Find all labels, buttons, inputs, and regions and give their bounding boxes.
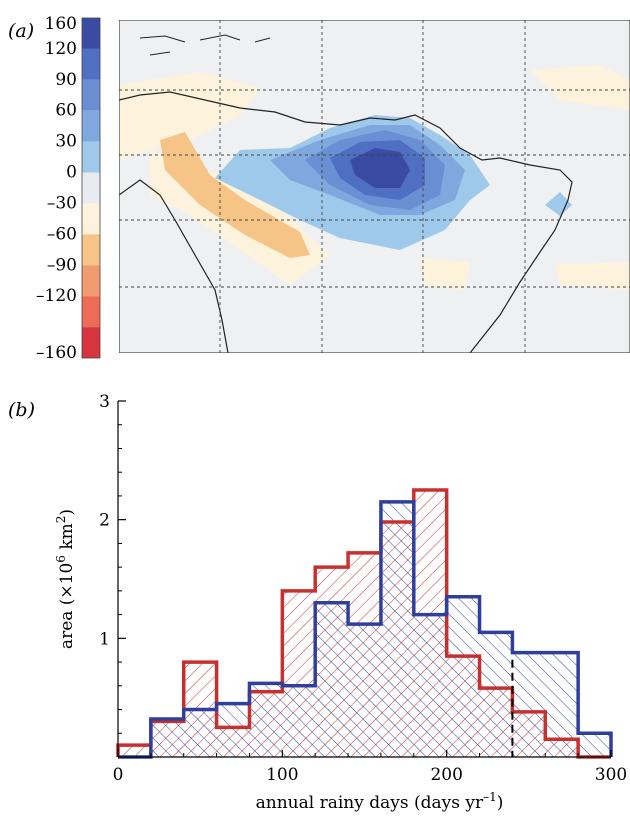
colorbar-swatch: [82, 110, 100, 142]
colorbar-swatch: [82, 327, 100, 358]
histogram: 1 2 3 0 100 200 300 annual rainy days (days yr–…: [54, 392, 627, 813]
panel-a-label: (a): [8, 20, 34, 42]
map-negative-weak-region-5: [420, 258, 470, 290]
anomaly-map: [119, 20, 630, 353]
panel-b: (b) 1 2 3 0 100 200 300 annual rainy days (days…: [8, 392, 627, 813]
colorbar-tick-label: 30: [55, 132, 77, 152]
x-tick-label: 100: [266, 765, 298, 785]
x-tick-label: 300: [595, 765, 627, 785]
histogram-bar-series-2: [512, 652, 546, 757]
histogram-bar-series-2: [545, 652, 579, 757]
map-positive-region-30b: [545, 192, 572, 216]
colorbar-swatch: [82, 48, 100, 80]
x-tick-label: 0: [113, 765, 124, 785]
colorbar-swatch: [82, 18, 100, 49]
panel-a: (a) 160 120 90 60 30 0 –30 –60 –90 –120 –160: [8, 14, 630, 363]
map-gridlines: [119, 20, 630, 353]
x-tick-label: 200: [430, 765, 462, 785]
colorbar-tick-label: –120: [36, 286, 77, 306]
histogram-bar-series-2: [150, 719, 184, 757]
histogram-bar-series-2: [578, 733, 611, 757]
histogram-bar-series-2: [348, 624, 381, 757]
map-negative-weak-region-3: [530, 65, 630, 110]
map-negative-band: [160, 132, 310, 258]
colorbar-swatch: [82, 79, 100, 111]
colorbar-swatch: [82, 296, 100, 328]
colorbar-tick-label: 90: [55, 70, 77, 90]
y-axis-label: area (×106 km2): [54, 509, 77, 649]
map-positive-region-160: [350, 148, 410, 188]
map-coastline: [119, 91, 573, 353]
map-caribbean-islands: [139, 34, 271, 56]
colorbar-swatch: [82, 265, 100, 297]
colorbar-tick-label: 160: [45, 14, 77, 34]
histogram-bar-series-2: [315, 602, 349, 757]
histogram-outline-series-2: [118, 500, 613, 759]
histogram-bar-series-2: [479, 632, 513, 757]
colorbar-swatch: [82, 141, 100, 173]
colorbar: 160 120 90 60 30 0 –30 –60 –90 –120 –160: [36, 14, 101, 363]
x-axis-label: annual rainy days (days yr–1): [256, 790, 504, 813]
histogram-bar-series-1: [118, 745, 151, 757]
colorbar-swatch: [82, 203, 100, 235]
colorbar-tick-label: –30: [47, 193, 77, 213]
histogram-bar-series-2: [380, 501, 414, 757]
histogram-bar-series-2: [282, 685, 316, 757]
colorbar-tick-label: –90: [47, 255, 77, 275]
histogram-bar-series-2: [249, 683, 283, 757]
y-tick-label: 2: [99, 511, 110, 531]
map-negative-weak-region-4: [555, 262, 630, 290]
colorbar-swatch: [82, 172, 100, 204]
colorbar-tick-label: –160: [36, 343, 77, 363]
histogram-bar-series-2: [446, 596, 480, 757]
histogram-bar-series-2: [216, 703, 250, 757]
panel-b-label: (b): [8, 399, 35, 421]
colorbar-swatch: [82, 234, 100, 266]
y-tick-label: 3: [99, 392, 110, 412]
histogram-bar-series-2: [413, 614, 447, 757]
colorbar-frame: [81, 17, 101, 359]
histogram-bar-series-2: [183, 709, 217, 757]
colorbar-tick-label: 0: [66, 163, 77, 183]
colorbar-tick-label: 60: [55, 101, 77, 121]
colorbar-tick-label: 120: [45, 39, 77, 59]
y-tick-label: 1: [99, 629, 110, 649]
colorbar-tick-label: –60: [47, 224, 77, 244]
